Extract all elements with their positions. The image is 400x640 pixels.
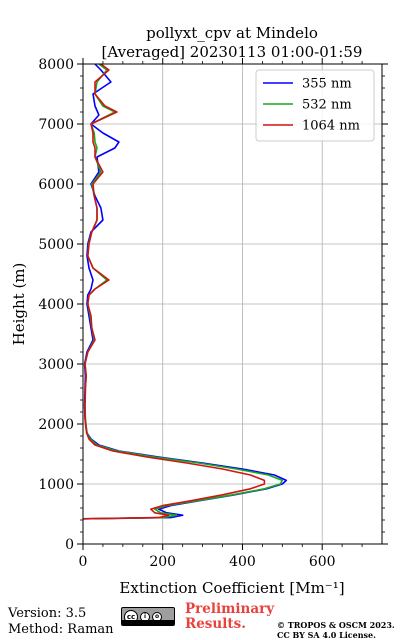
- preliminary-line-2: Results.: [185, 616, 246, 632]
- tick-labels: 0 200 400 600010002000300040005000600070008…: [38, 57, 335, 570]
- legend: 355 nm 532 nm 1064 nm: [255, 69, 375, 142]
- x-tick-label: 400: [229, 554, 256, 570]
- y-tick-label: 5000: [38, 237, 74, 253]
- method-text: Method: Raman: [8, 622, 114, 637]
- legend-box: [255, 69, 375, 142]
- footer-info: Version: 3.5 Method: Raman: [8, 606, 114, 638]
- legend-label: 355 nm: [302, 77, 352, 92]
- preliminary-line-1: Preliminary: [185, 601, 275, 617]
- series-lines: [82, 63, 288, 520]
- y-tick-label: 6000: [38, 177, 74, 193]
- legend-label: 1064 nm: [302, 119, 360, 134]
- preliminary-notice: Preliminary Results.: [185, 602, 274, 632]
- y-tick-label: 2000: [38, 417, 74, 433]
- x-tick-label: 600: [309, 554, 336, 570]
- axis-ticks: [77, 58, 388, 550]
- x-tick-label: 0: [79, 554, 88, 570]
- cc-badge-strip: [122, 620, 174, 625]
- y-tick-label: 1000: [38, 477, 74, 493]
- chart-title-line-2: [Averaged] 20230113 01:00-01:59: [102, 43, 363, 61]
- y-tick-label: 3000: [38, 357, 74, 373]
- y-axis-label: Height (m): [10, 263, 28, 346]
- y-tick-label: 8000: [38, 57, 74, 73]
- grid: [82, 64, 382, 544]
- cc-license-badge[interactable]: cc i o: [121, 607, 175, 626]
- version-text: Version: 3.5: [8, 606, 87, 621]
- legend-label: 532 nm: [302, 98, 352, 113]
- extinction-chart: 0 200 400 600010002000300040005000600070008…: [10, 24, 388, 597]
- series-line-1064-nm: [82, 63, 266, 520]
- x-tick-label: 200: [149, 554, 176, 570]
- copyright-line-2: CC BY SA 4.0 License.: [277, 630, 376, 640]
- chart-title-line-1: pollyxt_cpv at Mindelo: [146, 24, 318, 42]
- y-tick-label: 4000: [38, 297, 74, 313]
- y-tick-label: 0: [65, 537, 74, 553]
- copyright-line-1: © TROPOS & OSCM 2023.: [277, 620, 395, 630]
- copyright-notice: © TROPOS & OSCM 2023. CC BY SA 4.0 Licen…: [277, 620, 395, 640]
- y-tick-label: 7000: [38, 117, 74, 133]
- x-axis-label: Extinction Coefficient [Mm⁻¹]: [119, 579, 344, 597]
